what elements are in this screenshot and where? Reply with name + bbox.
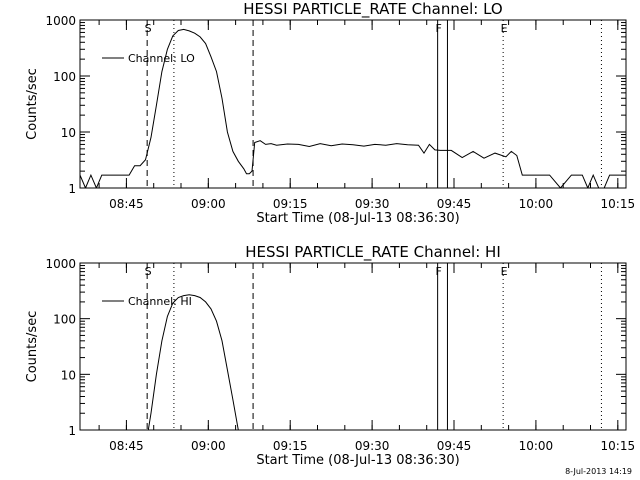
- x-tick-label: 09:30: [355, 439, 390, 453]
- legend-label: Channel: LO: [128, 52, 195, 65]
- event-marker-label: S: [145, 22, 152, 35]
- event-marker-label: F: [435, 22, 441, 35]
- chart-panel-2: HESSI PARTICLE_RATE Channel: HI 1 10 100 100…: [25, 243, 635, 468]
- x-tick-label: 10:00: [519, 439, 554, 453]
- plot-frame: [79, 19, 627, 189]
- y-tick-label: 10: [61, 126, 76, 140]
- x-tick-label: 09:30: [355, 197, 390, 211]
- x-tick-label: 10:00: [519, 197, 554, 211]
- series-line-channel-hi: [147, 294, 239, 430]
- event-marker-label: E: [501, 265, 508, 278]
- event-marker-label: E: [501, 22, 508, 35]
- x-axis-label: Start Time (08-Jul-13 08:36:30): [256, 211, 459, 226]
- y-tick-label: 1000: [45, 257, 76, 271]
- event-marker-label: S: [145, 265, 152, 278]
- y-axis-label: Counts/sec: [25, 311, 40, 383]
- x-tick-label: 09:15: [273, 439, 308, 453]
- x-tick-label: 09:45: [437, 197, 472, 211]
- event-marker-label: F: [435, 265, 441, 278]
- x-tick-label: 09:15: [273, 197, 308, 211]
- y-tick-label: 1: [68, 424, 76, 438]
- y-tick-label: 1: [68, 182, 76, 196]
- y-tick-label: 100: [53, 313, 76, 327]
- x-tick-label: 09:00: [191, 439, 226, 453]
- y-axis-label: Counts/sec: [25, 68, 40, 140]
- chart-panel-1: HESSI PARTICLE_RATE Channel: LO 1 10 100 100…: [25, 0, 635, 226]
- x-tick-label: 08:45: [109, 197, 144, 211]
- chart-title: HESSI PARTICLE_RATE Channel: LO: [243, 0, 502, 19]
- y-tick-label: 100: [53, 70, 76, 84]
- plot-frame: [79, 262, 627, 431]
- y-tick-label: 1000: [45, 14, 76, 28]
- y-tick-label: 10: [61, 368, 76, 382]
- x-axis-label: Start Time (08-Jul-13 08:36:30): [256, 453, 459, 468]
- x-tick-label: 10:15: [601, 197, 636, 211]
- x-tick-label: 10:15: [601, 439, 636, 453]
- plot-timestamp: 8-Jul-2013 14:19: [565, 467, 632, 476]
- x-tick-label: 08:45: [109, 439, 144, 453]
- x-tick-label: 09:00: [191, 197, 226, 211]
- x-tick-label: 09:45: [437, 439, 472, 453]
- chart-title: HESSI PARTICLE_RATE Channel: HI: [245, 243, 501, 262]
- legend-label: Channel: HI: [128, 295, 192, 308]
